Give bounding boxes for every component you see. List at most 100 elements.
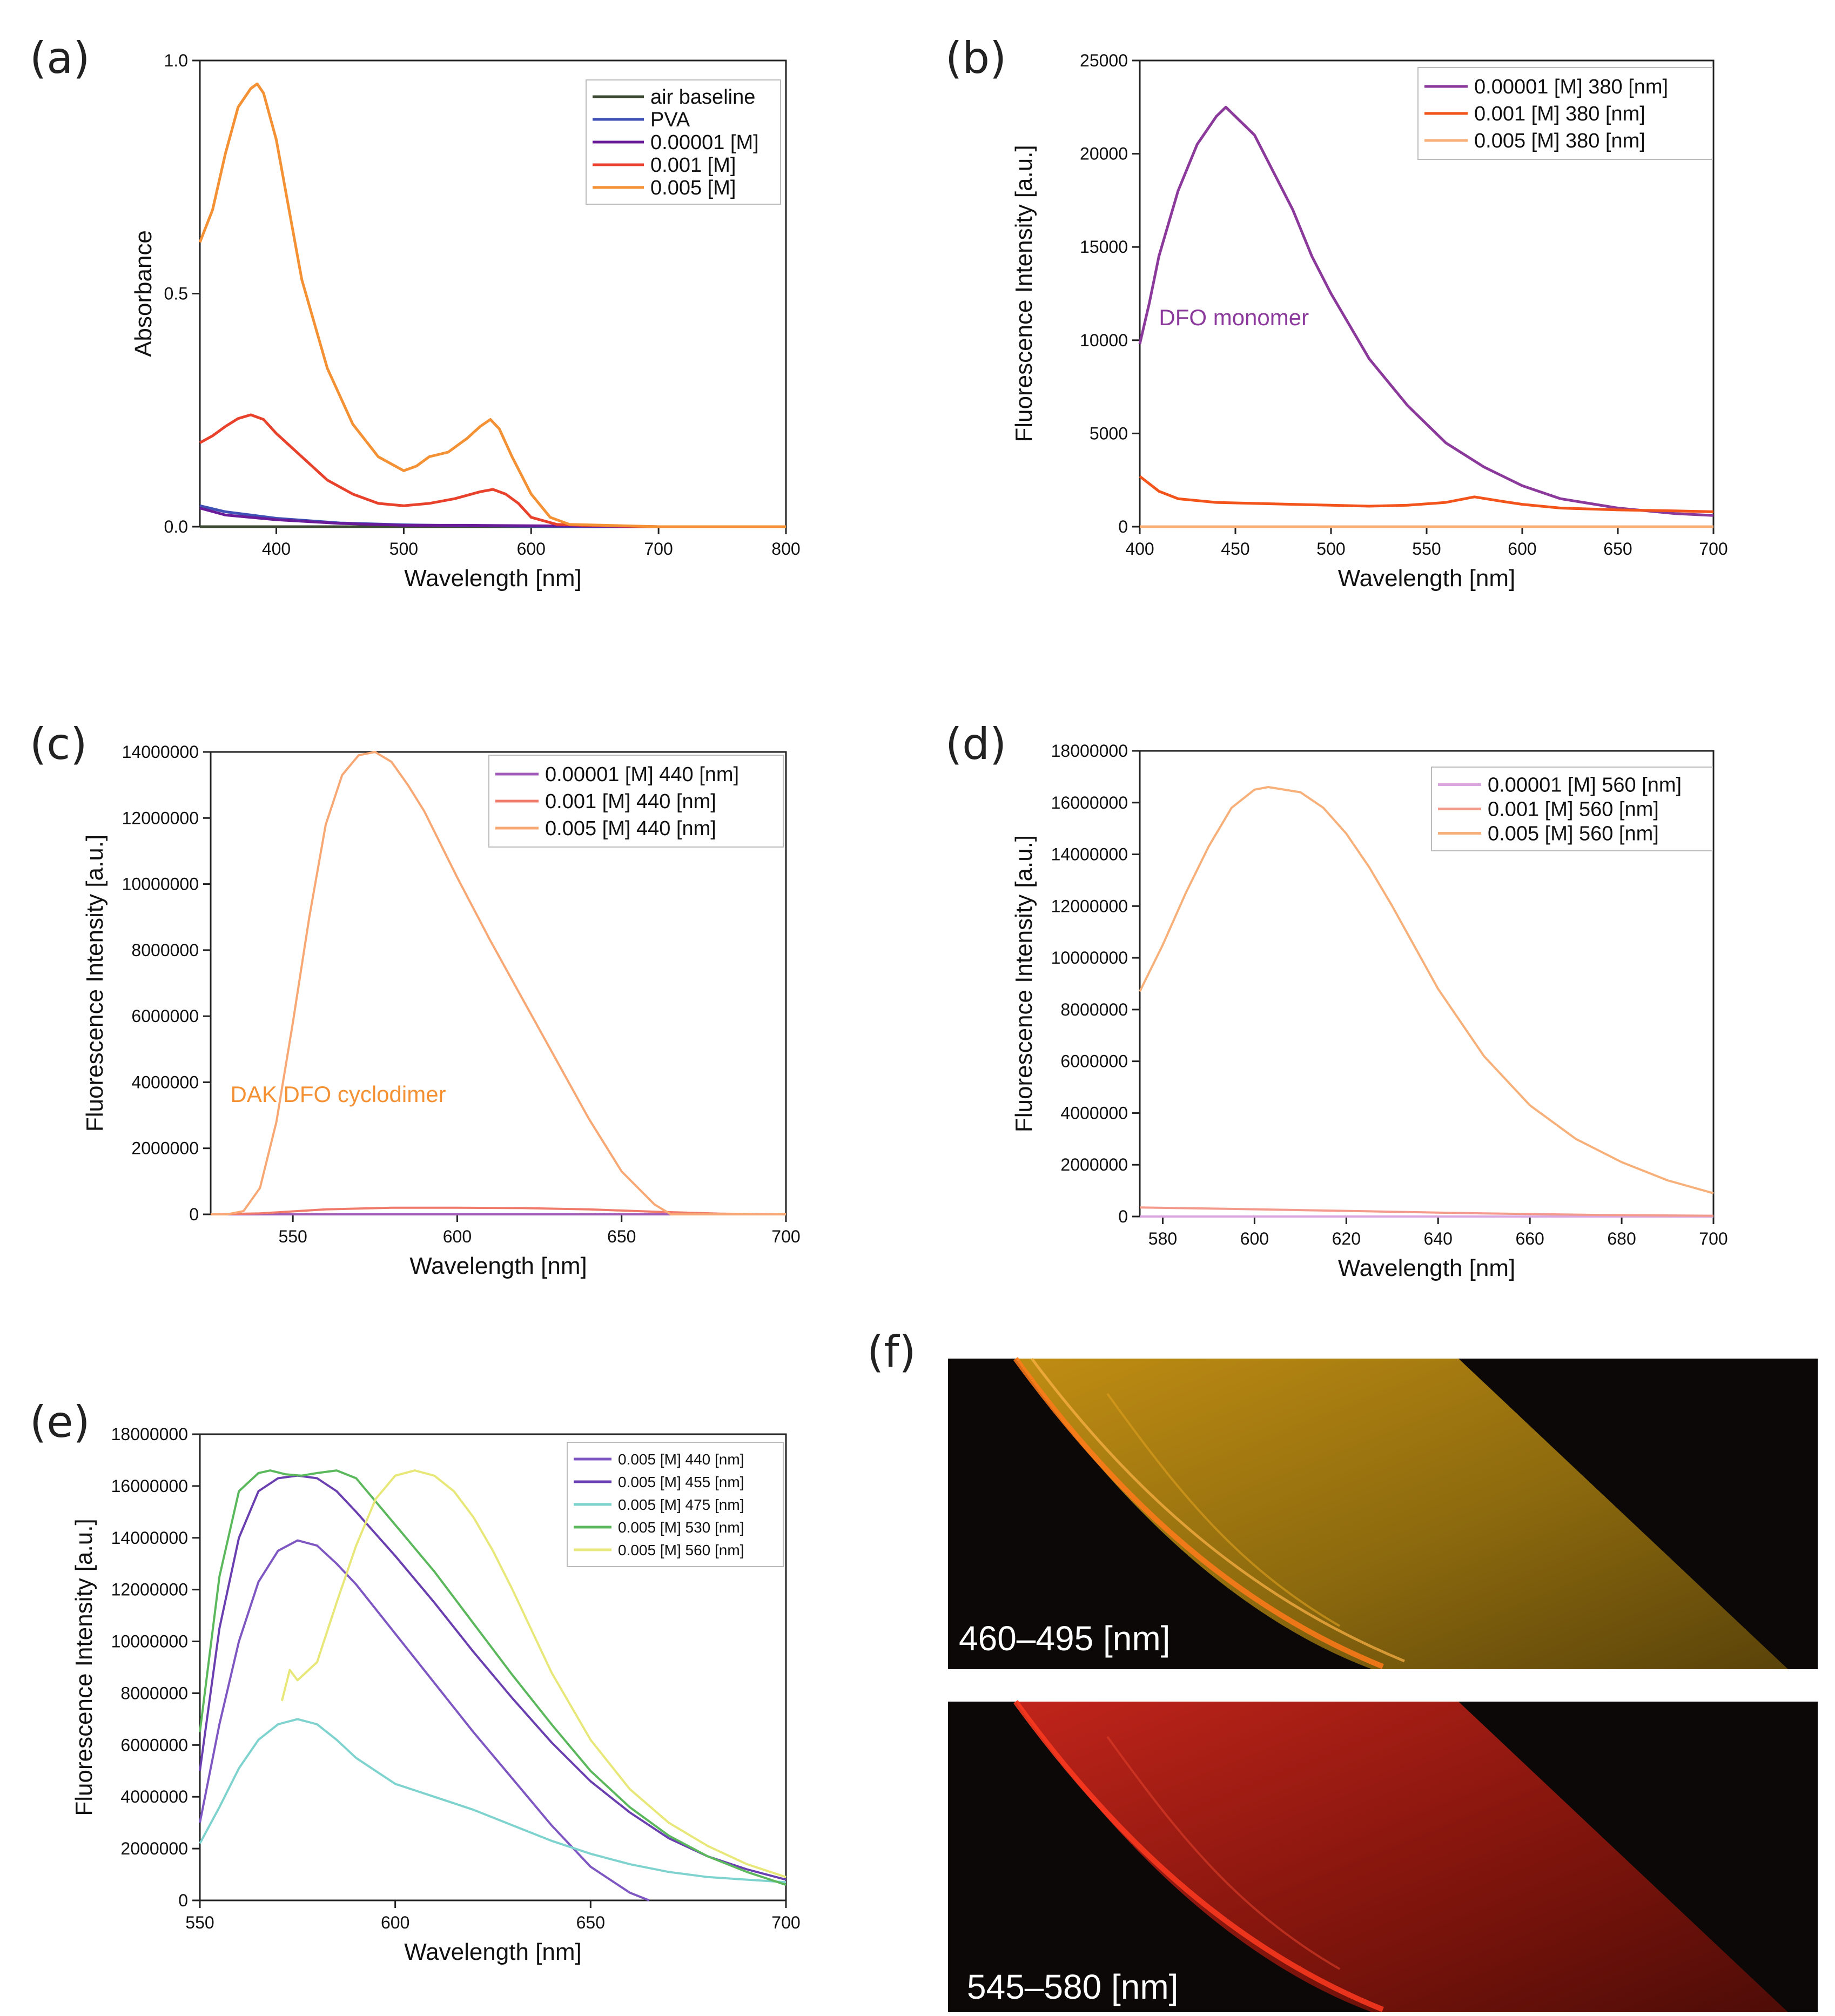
y-tick-label-c: 0 [189, 1205, 199, 1224]
legend-label-a-4: 0.005 [M] [650, 177, 736, 199]
y-tick-label-b: 0 [1118, 517, 1128, 536]
x-tick-label-d: 680 [1607, 1229, 1636, 1248]
legend-label-d-2: 0.005 [M] 560 [nm] [1488, 823, 1659, 845]
y-tick-label-d: 8000000 [1060, 1000, 1128, 1019]
x-tick-label-e: 550 [185, 1913, 214, 1932]
y-tick-label-c: 6000000 [131, 1006, 199, 1026]
plot-frame-e [199, 1433, 787, 1901]
legend-label-b-0: 0.00001 [M] 380 [nm] [1474, 76, 1668, 98]
x-tick-label-d: 620 [1332, 1229, 1361, 1248]
y-axis-title-e: Fluorescence Intensity [a.u.] [71, 1518, 97, 1816]
y-tick-label-d: 0 [1118, 1207, 1128, 1226]
series-line-a-1 [199, 504, 786, 528]
y-tick-label-a: 0.0 [164, 517, 188, 536]
y-tick-label-a: 1.0 [164, 51, 188, 70]
legend-label-a-3: 0.001 [M] [650, 154, 736, 177]
y-tick-label-d: 14000000 [1051, 845, 1128, 864]
chart-b-fluorescence-380: 400 450 500 550 600 650 700 0 5000 10000 15000 2000… [1011, 51, 1728, 592]
legend-label-a-1: PVA [650, 109, 690, 131]
y-tick-label-d: 16000000 [1051, 793, 1128, 812]
micrograph-top-label: 460–495 [nm] [959, 1619, 1170, 1658]
y-tick-label-b: 20000 [1080, 144, 1128, 164]
legend-label-c-1: 0.001 [M] 440 [nm] [545, 790, 716, 813]
panel-label-b: (b) [945, 33, 1006, 83]
series-line-e-3 [199, 1469, 787, 1886]
x-tick-label-c: 700 [771, 1227, 800, 1246]
y-axis-title-a: Absorbance [130, 230, 157, 357]
legend-label-c-0: 0.00001 [M] 440 [nm] [545, 763, 739, 786]
legend-label-b-2: 0.005 [M] 380 [nm] [1474, 130, 1645, 152]
micrograph-top: 460–495 [nm] [948, 1357, 1818, 1669]
legend-label-d-0: 0.00001 [M] 560 [nm] [1488, 774, 1682, 797]
panel-label-c: (c) [30, 719, 87, 769]
x-tick-label-a: 800 [771, 539, 800, 559]
micrograph-bottom-film [1016, 1702, 1788, 2012]
legend-label-a-0: air baseline [650, 86, 755, 109]
x-tick-label-d: 640 [1424, 1229, 1453, 1248]
legend-label-c-2: 0.005 [M] 440 [nm] [545, 817, 716, 840]
x-tick-label-d: 600 [1240, 1229, 1269, 1248]
series-line-a-4 [198, 82, 786, 528]
y-tick-label-b: 25000 [1080, 51, 1128, 70]
x-tick-label-b: 600 [1508, 539, 1536, 559]
series-line-b-0 [1138, 105, 1714, 517]
y-tick-label-e: 16000000 [111, 1476, 188, 1496]
panel-label-a: (a) [30, 33, 90, 83]
series-line-a-3 [199, 413, 786, 528]
y-tick-label-c: 12000000 [122, 808, 199, 828]
legend-label-a-2: 0.00001 [M] [650, 131, 759, 154]
series-line-e-0 [199, 1539, 650, 1901]
x-axis-title-c: Wavelength [nm] [409, 1253, 587, 1279]
micrograph-bottom-label: 545–580 [nm] [967, 1967, 1178, 2006]
x-tick-label-c: 600 [443, 1227, 472, 1246]
y-tick-label-c: 8000000 [131, 940, 199, 960]
x-tick-label-b: 550 [1412, 539, 1441, 559]
legend-label-e-3: 0.005 [M] 530 [nm] [618, 1519, 744, 1536]
x-tick-label-a: 700 [644, 539, 673, 559]
y-tick-label-e: 6000000 [120, 1735, 188, 1755]
series-line-e-1 [199, 1474, 787, 1881]
y-tick-label-e: 2000000 [120, 1839, 188, 1858]
y-tick-label-a: 0.5 [164, 284, 188, 304]
annotation-b: DFO monomer [1159, 305, 1309, 330]
y-tick-label-d: 18000000 [1051, 741, 1128, 761]
x-tick-label-a: 500 [389, 539, 418, 559]
series-line-c-2 [211, 751, 786, 1215]
x-tick-label-d: 700 [1699, 1229, 1728, 1248]
x-tick-label-b: 450 [1221, 539, 1249, 559]
micrograph-top-edge-inner [1030, 1358, 1405, 1663]
legend-label-b-1: 0.001 [M] 380 [nm] [1474, 103, 1645, 125]
panel-label-d: (d) [945, 719, 1006, 769]
series-line-c-1 [210, 1206, 787, 1215]
micrograph-top-film [1016, 1359, 1788, 1669]
y-tick-label-d: 2000000 [1060, 1155, 1128, 1174]
y-tick-label-d: 6000000 [1060, 1052, 1128, 1071]
y-tick-label-c: 4000000 [131, 1072, 199, 1092]
x-tick-label-e: 650 [576, 1913, 605, 1932]
legend-label-e-4: 0.005 [M] 560 [nm] [618, 1542, 744, 1558]
y-tick-label-e: 4000000 [120, 1787, 188, 1806]
y-tick-label-c: 10000000 [122, 875, 199, 894]
y-tick-label-e: 8000000 [120, 1683, 188, 1703]
x-tick-label-c: 550 [278, 1227, 307, 1246]
y-tick-label-b: 10000 [1080, 331, 1128, 350]
legend-label-e-0: 0.005 [M] 440 [nm] [618, 1451, 744, 1468]
x-axis-title-d: Wavelength [nm] [1338, 1255, 1516, 1281]
micrograph-top-edge [1013, 1357, 1384, 1669]
y-tick-label-c: 14000000 [122, 742, 199, 762]
panel-label-e: (e) [30, 1397, 90, 1447]
x-tick-label-b: 650 [1603, 539, 1632, 559]
y-tick-label-b: 5000 [1090, 424, 1128, 443]
x-tick-label-a: 600 [517, 539, 546, 559]
x-tick-label-c: 650 [607, 1227, 636, 1246]
x-tick-label-e: 700 [771, 1913, 800, 1932]
y-tick-label-d: 12000000 [1051, 896, 1128, 916]
series-line-a-2 [199, 507, 786, 528]
annotation-c: DAK DFO cyclodimer [231, 1081, 446, 1107]
micrograph-bottom: 545–580 [nm] [948, 1700, 1818, 2012]
y-tick-label-e: 12000000 [111, 1580, 188, 1600]
x-tick-label-d: 660 [1515, 1229, 1544, 1248]
y-tick-label-e: 18000000 [111, 1424, 188, 1444]
y-tick-label-e: 0 [178, 1891, 188, 1910]
